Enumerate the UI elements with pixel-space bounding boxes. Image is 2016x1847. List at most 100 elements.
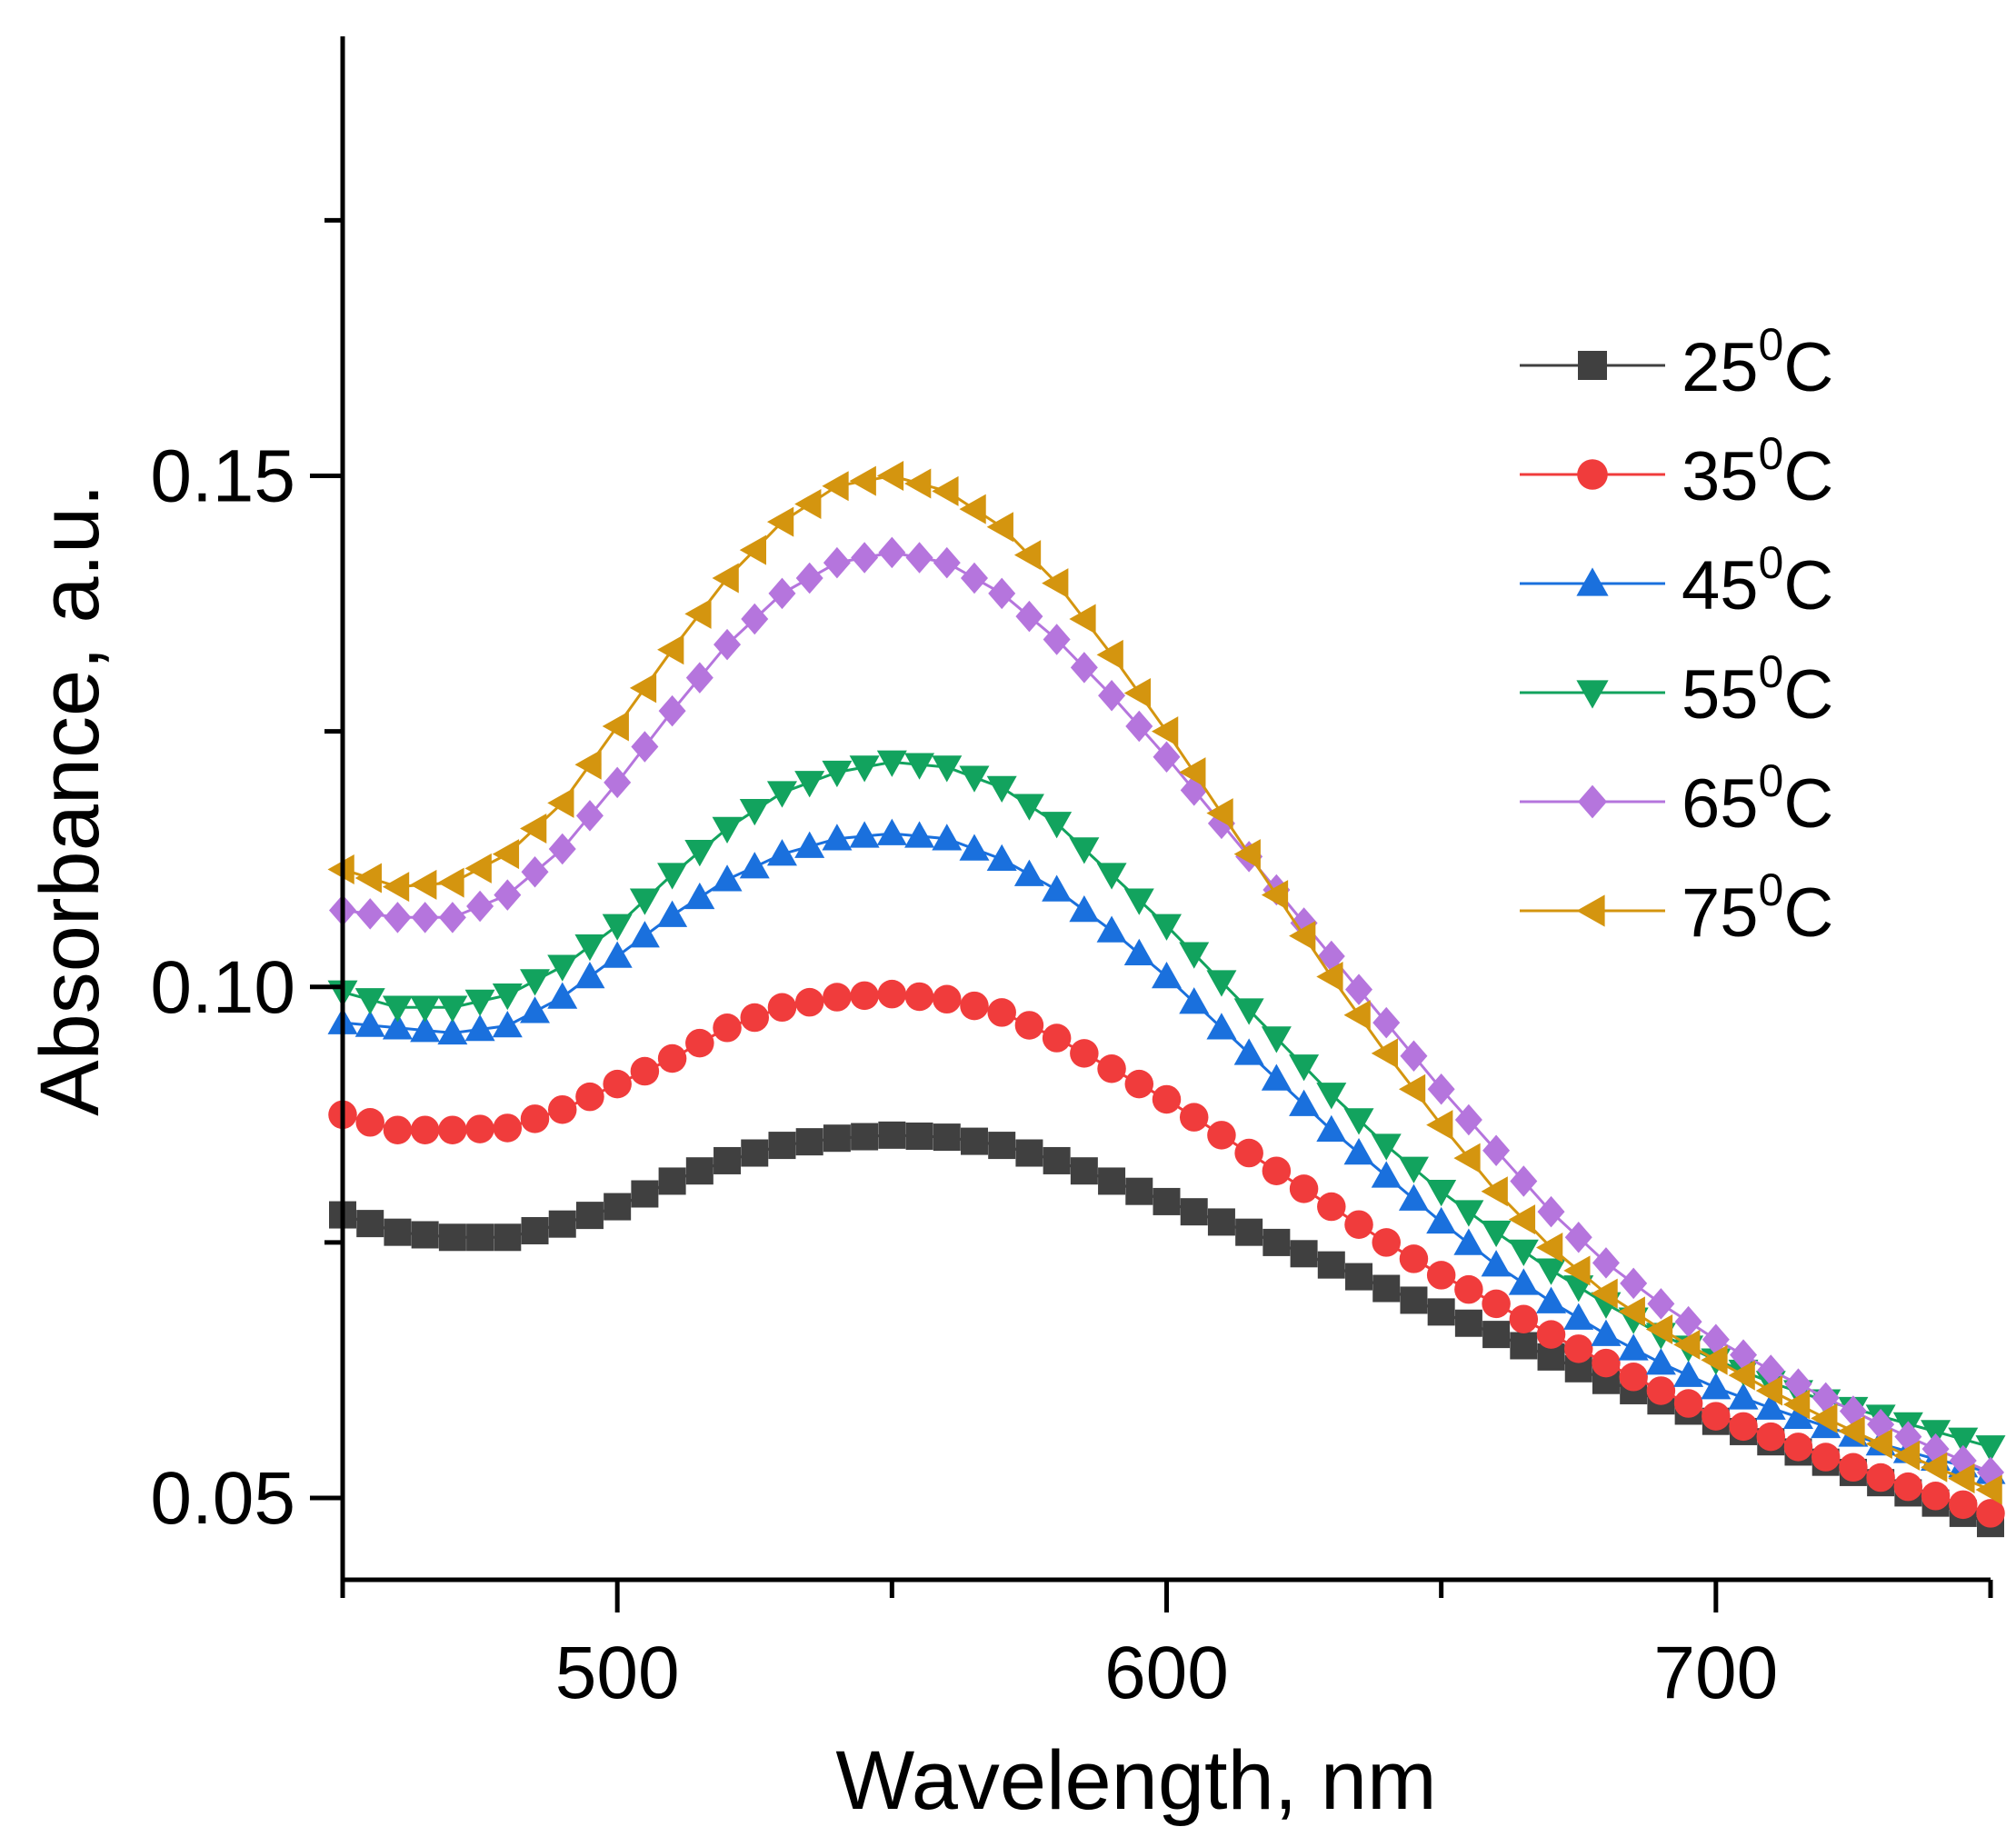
- data-point-75C: [1508, 1204, 1536, 1235]
- data-point-65C: [1784, 1368, 1812, 1400]
- data-point-25C: [1125, 1177, 1153, 1205]
- data-point-45C: [1701, 1373, 1732, 1400]
- legend-item-25C: 250C: [1520, 319, 1833, 406]
- data-point-45C: [1316, 1114, 1347, 1142]
- data-point-45C: [1453, 1228, 1484, 1255]
- data-point-75C: [932, 475, 959, 506]
- data-point-35C: [850, 981, 879, 1011]
- data-point-75C: [1673, 1329, 1701, 1360]
- data-point-35C: [1783, 1433, 1813, 1462]
- data-point-25C: [1400, 1286, 1428, 1314]
- data-point-35C: [823, 983, 852, 1012]
- data-point-65C: [905, 542, 933, 574]
- legend-marker-triangle-left: [1576, 894, 1605, 927]
- data-point-25C: [1454, 1309, 1482, 1337]
- data-point-25C: [384, 1218, 412, 1246]
- data-point-65C: [1730, 1339, 1758, 1371]
- data-point-65C: [933, 546, 961, 579]
- data-point-35C: [1317, 1192, 1346, 1222]
- data-point-75C: [1481, 1176, 1508, 1207]
- data-point-35C: [1399, 1244, 1429, 1273]
- data-point-35C: [1646, 1376, 1676, 1405]
- data-point-35C: [1866, 1463, 1895, 1493]
- data-point-45C: [602, 941, 633, 968]
- data-point-25C: [575, 1202, 604, 1230]
- data-point-55C: [1206, 970, 1237, 997]
- data-point-65C: [1674, 1305, 1702, 1338]
- y-tick-label: 0.05: [150, 1457, 295, 1540]
- data-point-55C: [1343, 1108, 1374, 1135]
- data-point-45C: [822, 824, 853, 851]
- legend-marker-square: [1578, 351, 1607, 380]
- data-point-55C: [1042, 812, 1073, 839]
- data-point-45C: [520, 996, 551, 1023]
- data-point-55C: [1975, 1435, 2006, 1463]
- data-point-75C: [1179, 757, 1206, 788]
- data-point-55C: [602, 914, 633, 941]
- data-point-25C: [933, 1123, 961, 1152]
- data-point-25C: [685, 1157, 714, 1185]
- data-point-25C: [795, 1128, 823, 1156]
- series-45C: [327, 818, 2006, 1484]
- data-point-75C: [794, 488, 822, 519]
- data-point-55C: [1179, 942, 1210, 969]
- data-point-75C: [657, 634, 684, 665]
- data-point-55C: [492, 983, 523, 1011]
- data-point-65C: [438, 902, 466, 933]
- data-point-35C: [520, 1104, 550, 1133]
- data-point-55C: [794, 771, 825, 798]
- data-point-45C: [1013, 859, 1044, 886]
- data-point-25C: [768, 1132, 796, 1160]
- data-point-35C: [877, 979, 907, 1009]
- data-point-45C: [1536, 1286, 1567, 1313]
- data-point-75C: [1536, 1233, 1563, 1263]
- data-point-75C: [1453, 1143, 1481, 1173]
- data-point-45C: [410, 1015, 441, 1043]
- data-point-55C: [1152, 914, 1182, 941]
- data-point-35C: [575, 1082, 604, 1112]
- data-point-65C: [1345, 973, 1373, 1005]
- data-point-25C: [1153, 1187, 1181, 1215]
- data-point-55C: [1948, 1427, 1979, 1454]
- data-point-45C: [739, 852, 770, 879]
- legend-marker-triangle-up: [1576, 567, 1609, 596]
- data-point-65C: [685, 662, 714, 694]
- data-point-55C: [959, 765, 990, 793]
- data-point-75C: [1013, 540, 1042, 571]
- data-point-65C: [851, 542, 879, 574]
- data-point-65C: [1427, 1073, 1455, 1105]
- data-point-35C: [1482, 1289, 1511, 1319]
- data-point-75C: [1563, 1255, 1591, 1286]
- data-point-25C: [1510, 1332, 1538, 1360]
- data-point-75C: [1591, 1278, 1618, 1309]
- y-tick-label: 0.10: [150, 946, 295, 1029]
- data-point-65C: [878, 536, 906, 569]
- data-point-75C: [1289, 921, 1316, 952]
- data-point-75C: [629, 673, 657, 704]
- data-point-75C: [849, 465, 876, 496]
- data-point-35C: [630, 1056, 660, 1086]
- data-point-35C: [1756, 1422, 1786, 1452]
- data-point-65C: [548, 833, 576, 865]
- data-point-65C: [1043, 624, 1071, 655]
- data-point-45C: [464, 1013, 495, 1042]
- data-point-45C: [1289, 1089, 1320, 1116]
- data-point-45C: [574, 962, 605, 989]
- data-point-75C: [1701, 1344, 1728, 1375]
- data-point-75C: [547, 787, 574, 818]
- data-point-35C: [767, 993, 797, 1023]
- data-point-45C: [1206, 1013, 1237, 1040]
- data-point-65C: [988, 577, 1016, 610]
- data-point-25C: [878, 1121, 906, 1149]
- data-point-65C: [1839, 1395, 1867, 1427]
- data-point-55C: [684, 840, 715, 867]
- data-point-65C: [1620, 1267, 1648, 1300]
- data-point-55C: [1536, 1258, 1567, 1285]
- data-point-35C: [1070, 1039, 1099, 1068]
- data-point-35C: [1509, 1304, 1539, 1334]
- data-point-75C: [1042, 568, 1069, 599]
- data-point-65C: [1125, 710, 1153, 743]
- data-point-25C: [658, 1167, 686, 1195]
- data-point-75C: [1343, 1000, 1371, 1031]
- legend-item-35C: 350C: [1520, 428, 1833, 515]
